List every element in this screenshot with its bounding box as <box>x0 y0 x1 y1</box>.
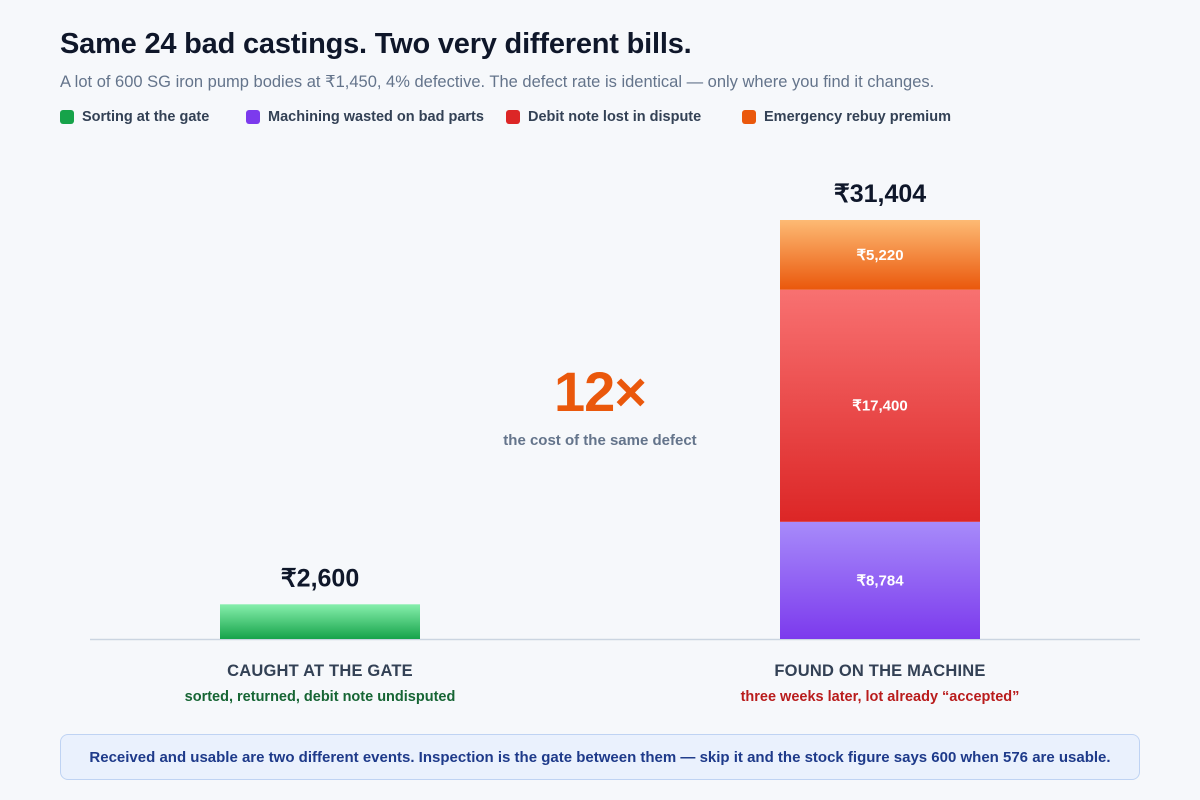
category-gate: CAUGHT AT THE GATE sorted, returned, deb… <box>120 662 520 705</box>
category-machine-title: FOUND ON THE MACHINE <box>774 662 986 680</box>
legend-label-sorting: Sorting at the gate <box>82 109 210 125</box>
legend-item-debit-note: Debit note lost in dispute <box>506 108 701 126</box>
multiplier-callout: 12× the cost of the same defect <box>460 360 740 450</box>
category-gate-title: CAUGHT AT THE GATE <box>227 662 413 680</box>
multiplier-value: 12× <box>554 360 647 423</box>
bar-segment-debit-note-machine <box>780 289 980 522</box>
bar-segment-machining-machine <box>780 521 980 639</box>
legend-swatch-debit-note <box>506 110 520 124</box>
bar-segment-sorting-gate <box>220 604 420 639</box>
legend-label-machining: Machining wasted on bad parts <box>268 109 484 125</box>
category-gate-subtitle: sorted, returned, debit note undisputed <box>184 689 456 705</box>
multiplier-caption: the cost of the same defect <box>503 432 697 449</box>
legend-swatch-rebuy <box>742 110 756 124</box>
bar-total-label-machine: ₹31,404 <box>834 180 926 208</box>
bar-total-label-gate: ₹2,600 <box>281 564 359 592</box>
bar-segment-rebuy-machine <box>780 220 980 290</box>
category-machine-subtitle: three weeks later, lot already “accepted… <box>740 689 1020 705</box>
chart-subtitle: A lot of 600 SG iron pump bodies at ₹1,4… <box>60 73 935 91</box>
legend-item-sorting: Sorting at the gate <box>60 108 209 126</box>
legend-label-debit-note: Debit note lost in dispute <box>528 109 702 125</box>
footer-note: Received and usable are two different ev… <box>60 734 1140 780</box>
legend-swatch-sorting <box>60 110 74 124</box>
segment-label-debit-note: ₹17,400 <box>852 398 907 415</box>
legend-swatch-machining <box>246 110 260 124</box>
legend-label-rebuy: Emergency rebuy premium <box>764 109 951 125</box>
segment-label-machining: ₹8,784 <box>856 572 904 589</box>
legend-item-machining: Machining wasted on bad parts <box>246 108 484 126</box>
category-machine: FOUND ON THE MACHINE three weeks later, … <box>680 662 1080 705</box>
legend-item-rebuy: Emergency rebuy premium <box>742 108 951 126</box>
segment-label-rebuy: ₹5,220 <box>856 247 903 264</box>
chart-title: Same 24 bad castings. Two very different… <box>60 28 692 60</box>
